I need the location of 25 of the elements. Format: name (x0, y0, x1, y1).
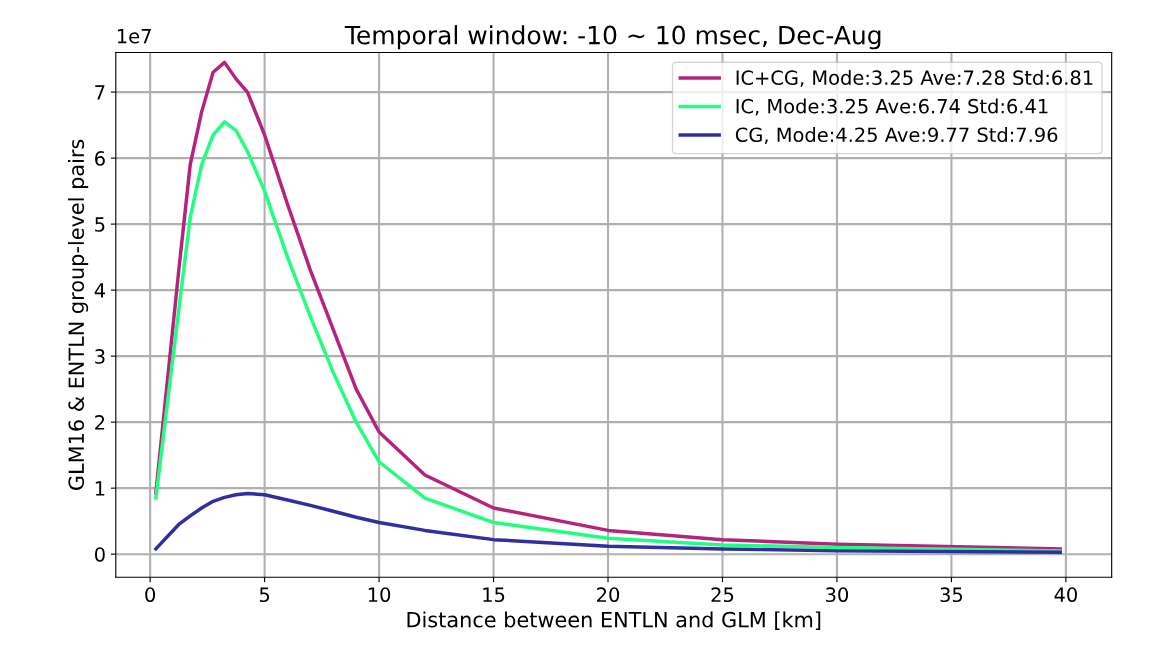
x-tick-label: 10 (368, 587, 391, 603)
x-tick-label: 20 (597, 587, 620, 603)
x-tick-label: 0 (145, 587, 156, 603)
legend-label: IC, Mode:3.25 Ave:6.74 Std:6.41 (736, 98, 1048, 116)
x-tick-label: 15 (483, 587, 505, 603)
y-axis-title: GLM16 & ENTLN group-level pairs (67, 139, 89, 490)
x-tick-label: 30 (826, 587, 849, 603)
x-tick-label: 25 (711, 587, 734, 603)
y-tick-label: 4 (94, 283, 105, 298)
x-tick-label: 5 (259, 587, 270, 603)
y-tick-label: 2 (95, 415, 105, 430)
y-tick-label: 6 (95, 151, 105, 166)
x-axis-title: Distance between ENTLN and GLM [km] (407, 611, 821, 630)
x-tick-label: 40 (1054, 587, 1077, 603)
y-tick-label: 3 (95, 349, 105, 364)
y-tick-label: 7 (95, 85, 105, 100)
text: 1e7 (117, 29, 151, 44)
legend-label: IC+CG, Mode:3.25 Ave:7.28 Std:6.81 (736, 69, 1093, 88)
y-tick-label: 5 (95, 217, 105, 232)
y-tick-label: 0 (94, 547, 105, 562)
chart-title: Temporal window: -10 ~ 10 msec, Dec-Aug (344, 25, 881, 50)
x-tick-label: 35 (940, 587, 963, 603)
line-series (154, 491, 1062, 554)
legend-label: CG, Mode:4.25 Ave:9.77 Std:7.96 (735, 127, 1058, 145)
y-tick-label: 1 (95, 481, 105, 496)
